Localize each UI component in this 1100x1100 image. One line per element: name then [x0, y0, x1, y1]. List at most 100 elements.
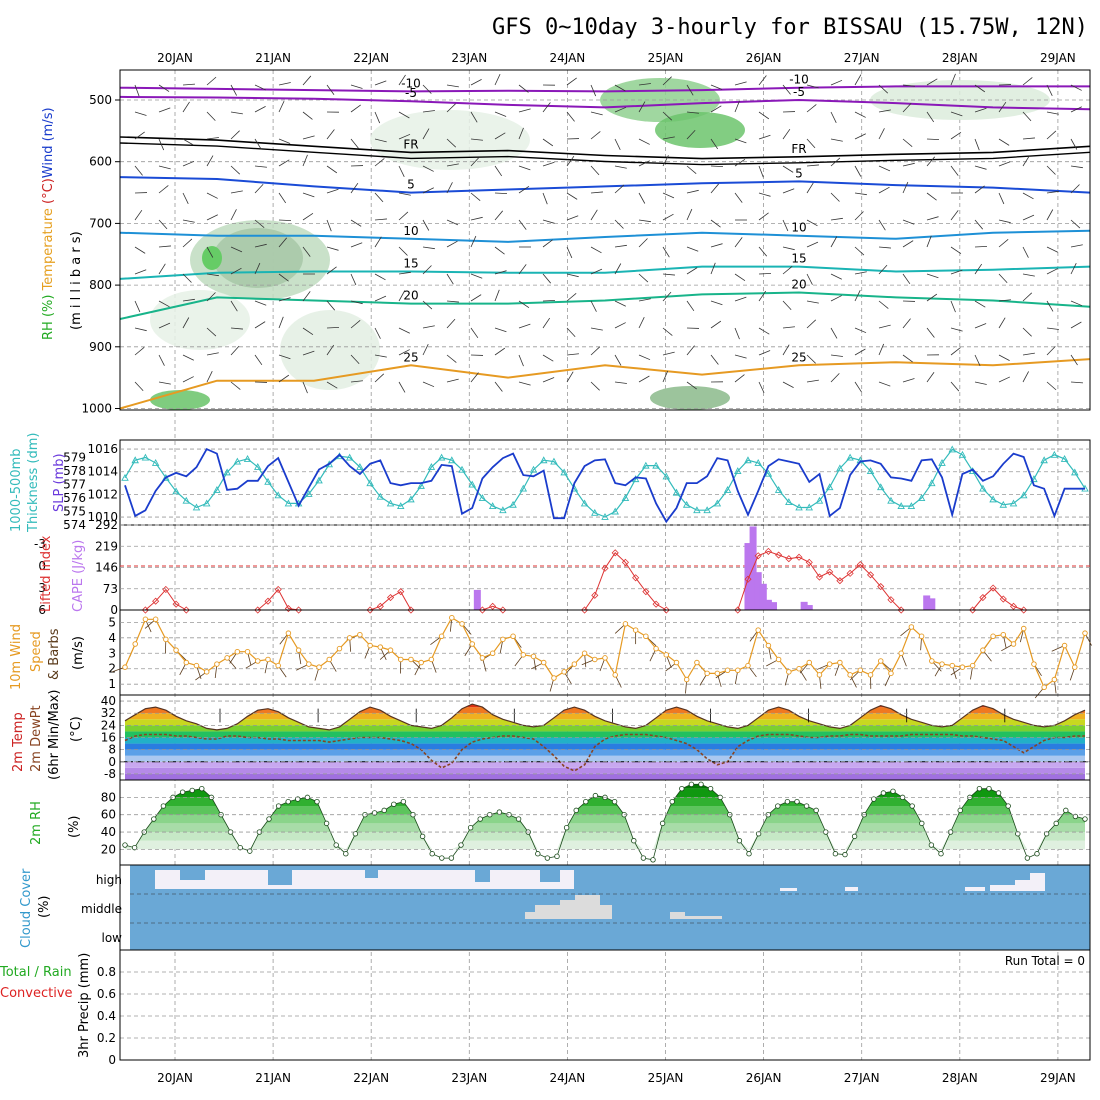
wind-barb: [422, 128, 430, 140]
upper-air-ylabel2: (m i l l i b a r s): [69, 231, 84, 330]
wind-speed-marker: [397, 656, 404, 663]
wind-barb: [326, 381, 338, 389]
thickness-marker: [754, 458, 762, 466]
wind-barb: [158, 300, 170, 308]
wind-barb: [662, 370, 669, 383]
wind-barb: [566, 215, 579, 221]
thickness-ylabel2: Thickness (dm): [26, 433, 41, 533]
slp-tick-label: 1012: [87, 487, 118, 501]
wind-barb: [398, 74, 406, 86]
wind-barb: [182, 317, 190, 329]
mid-cloud-patch: [525, 912, 535, 919]
thickness-marker: [1009, 499, 1018, 507]
wind-barb: [278, 316, 284, 329]
wind-speed-marker: [377, 644, 384, 650]
thickness-marker: [356, 463, 364, 470]
wind-barb: [398, 165, 405, 177]
wind-barb: [542, 354, 554, 362]
wind-barb: [590, 165, 600, 176]
wind-barb: [878, 186, 890, 194]
wind-barb: [686, 246, 699, 252]
wind-speed-marker: [1031, 661, 1037, 667]
wind-barb: [230, 381, 241, 390]
wind-barb: [782, 300, 792, 311]
wind-speed-marker: [203, 669, 210, 675]
wind-barb: [446, 300, 459, 303]
wind-barb: [422, 187, 434, 194]
wind-barb: [662, 291, 672, 302]
wind-barb: [830, 295, 842, 302]
thickness-marker: [448, 456, 456, 464]
isotherm-label: -10: [401, 76, 421, 90]
wind-barb: [182, 376, 194, 383]
wind-barb: [1070, 84, 1082, 91]
wind-barb: [686, 300, 695, 312]
precip-tick-label: 0.6: [97, 987, 116, 1001]
wind-speed-line: [124, 616, 1086, 689]
wind-barb: [590, 111, 603, 116]
isotherm-line: [119, 358, 1091, 410]
wind-speed-marker: [469, 641, 475, 647]
wind-barb: [494, 192, 508, 195]
lifted-index-marker: [407, 606, 415, 614]
wind-barb: [710, 105, 722, 113]
wind-barb: [470, 327, 479, 339]
wind-barb: [662, 246, 670, 258]
wind-barb: [278, 297, 291, 302]
wind-barb: [806, 182, 814, 194]
wind-barb: [662, 351, 675, 356]
wind-barb: [350, 380, 363, 383]
rh-marker: [794, 798, 800, 805]
wind-barb: [974, 263, 983, 275]
rh-band: [125, 806, 1085, 815]
wind-barb: [590, 84, 597, 97]
wind-barb: [422, 325, 435, 329]
cloud-clear-patch: [1015, 880, 1030, 891]
wind-barb: [230, 345, 240, 356]
wind-barb: [494, 111, 507, 117]
cloud-clear-patch: [365, 878, 378, 889]
rh-marker: [659, 820, 666, 827]
thickness-marker: [202, 499, 211, 507]
thickness-marker: [121, 473, 129, 481]
rh-marker: [803, 803, 810, 809]
rh-marker: [439, 855, 445, 861]
temp-ylabel: 2m Temp: [11, 712, 26, 772]
wind-barb: [134, 346, 145, 356]
wind-barb: [758, 290, 767, 302]
slp-tick-label: 1010: [87, 510, 118, 524]
wind-barb: [998, 219, 1011, 224]
thickness-tick-label: 579: [63, 451, 86, 465]
temp-band: [125, 749, 1085, 756]
rh-band: [125, 840, 1085, 850]
wind-barb: [470, 273, 483, 279]
date-label-bottom: 22JAN: [353, 1071, 389, 1085]
wind-speed-marker: [908, 624, 915, 630]
temp-band: [125, 719, 1085, 726]
wind-barb: [854, 327, 867, 334]
temp-tick-label: 0: [108, 755, 116, 769]
rh-marker: [429, 851, 435, 857]
wind-barb: [1046, 190, 1059, 194]
date-label-bottom: 26JAN: [746, 1071, 782, 1085]
wind-barb: [806, 219, 818, 227]
wind-barb: [878, 84, 889, 94]
wind-barb: [206, 111, 216, 121]
wind-barb: [422, 219, 430, 231]
thickness-marker: [948, 445, 956, 453]
wind-barb: [494, 347, 506, 356]
wind-barb: [710, 219, 721, 228]
wind-speed-marker: [316, 664, 322, 670]
thickness-marker: [172, 487, 180, 495]
cape-bar: [764, 599, 772, 610]
wind-barb: [182, 354, 194, 361]
wind-barb: [950, 300, 956, 313]
wind-barb: [1046, 268, 1058, 275]
wind-speed-marker: [786, 669, 792, 675]
lifted-index-marker: [295, 606, 303, 614]
cloud-clear-patch: [560, 870, 574, 889]
thickness-marker: [141, 453, 150, 461]
wind-speed-marker: [847, 672, 853, 678]
wind-barb: [446, 273, 454, 285]
